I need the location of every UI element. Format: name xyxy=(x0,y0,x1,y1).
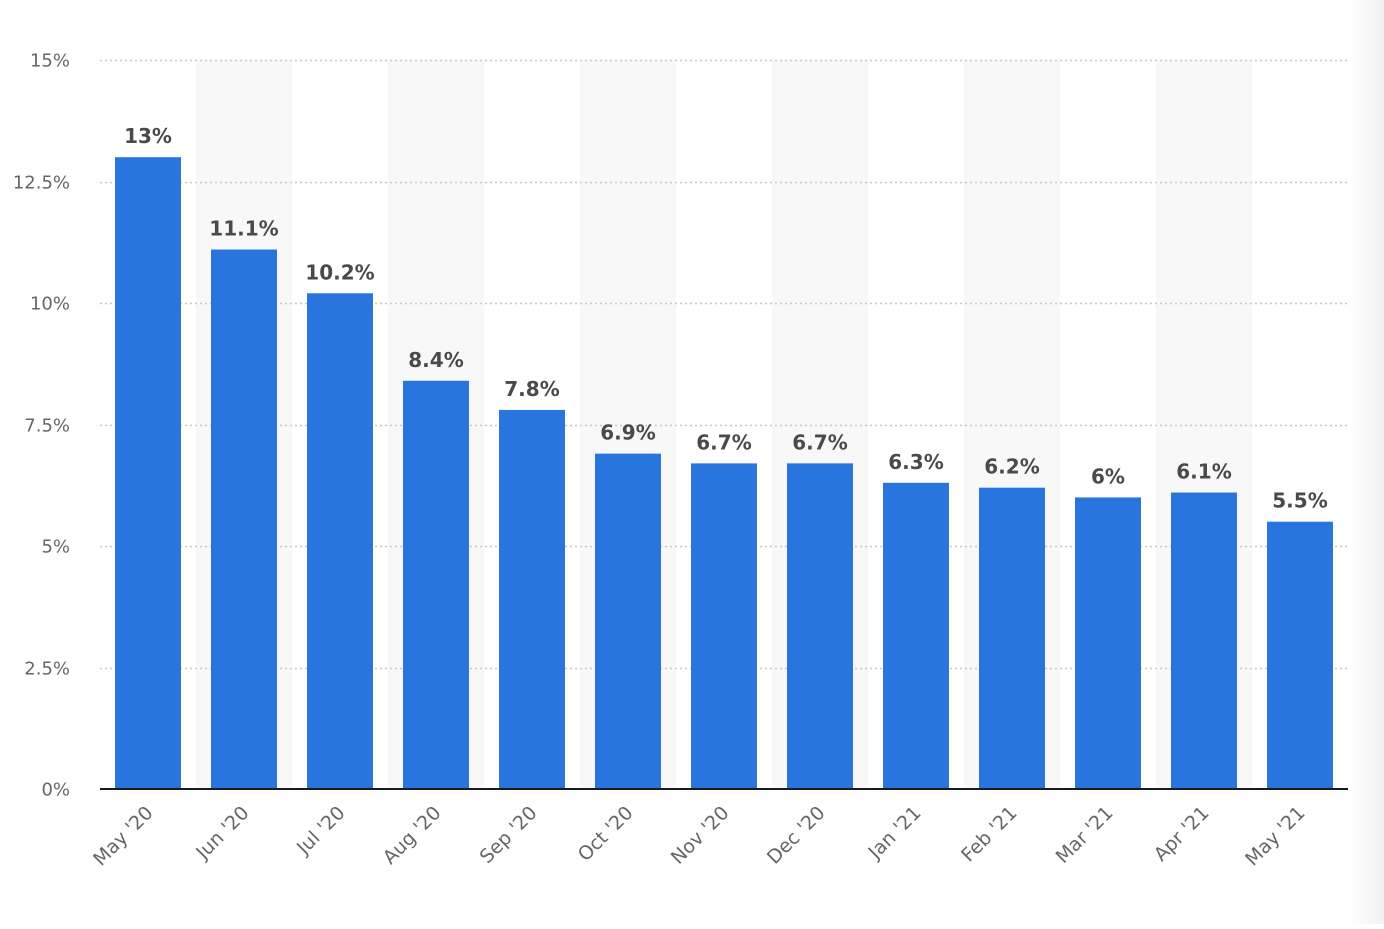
data-label: 5.5% xyxy=(1272,489,1327,513)
bar[interactable] xyxy=(1171,492,1237,789)
data-label: 13% xyxy=(124,124,172,148)
y-tick-label: 7.5% xyxy=(24,416,70,437)
bars xyxy=(115,157,1333,790)
y-tick-label: 12.5% xyxy=(13,173,70,194)
data-label: 7.8% xyxy=(504,377,559,401)
data-label: 6.7% xyxy=(696,430,751,454)
x-tick-label: Jul '20 xyxy=(292,802,350,860)
x-tick-label: Nov '20 xyxy=(667,802,734,869)
y-tick-label: 15% xyxy=(30,51,70,72)
bar[interactable] xyxy=(403,380,469,789)
x-tick-label: Sep '20 xyxy=(476,802,542,868)
data-label: 10.2% xyxy=(305,260,374,284)
bar[interactable] xyxy=(211,249,277,790)
y-tick-label: 10% xyxy=(30,294,70,315)
y-tick-label: 0% xyxy=(41,780,70,801)
bar[interactable] xyxy=(1267,521,1333,789)
bar[interactable] xyxy=(307,293,373,789)
bar[interactable] xyxy=(787,463,853,789)
bar[interactable] xyxy=(979,487,1045,789)
data-label: 6.2% xyxy=(984,455,1039,479)
x-axis-ticks: May '20 Jun '20 Jul '20 Aug '20 Sep '20 Oct '… xyxy=(89,802,1309,870)
bar[interactable] xyxy=(883,482,949,789)
bar[interactable] xyxy=(1075,497,1141,789)
bar[interactable] xyxy=(115,157,181,789)
x-tick-label: Mar '21 xyxy=(1052,802,1118,868)
data-label: 6.7% xyxy=(792,430,847,454)
data-label: 8.4% xyxy=(408,348,463,372)
data-labels: 13% 11.1% 10.2% 8.4% 7.8% 6.9% 6.7% 6.7% 6.3% 6.2… xyxy=(124,124,1328,513)
data-label: 6.9% xyxy=(600,421,655,445)
bar[interactable] xyxy=(499,409,565,789)
data-label: 6% xyxy=(1091,464,1125,488)
x-tick-label: Dec '20 xyxy=(763,802,830,869)
x-tick-label: Jan '21 xyxy=(863,802,925,864)
data-label: 6.3% xyxy=(888,450,943,474)
x-tick-label: Aug '20 xyxy=(379,802,446,869)
x-tick-label: Jun '20 xyxy=(191,802,253,864)
scroll-edge-shadow xyxy=(1350,0,1384,924)
x-tick-label: Feb '21 xyxy=(957,802,1021,866)
x-tick-label: May '21 xyxy=(1241,802,1309,870)
x-tick-label: May '20 xyxy=(89,802,157,870)
y-tick-label: 5% xyxy=(41,537,70,558)
x-tick-label: Apr '21 xyxy=(1150,802,1214,866)
bar[interactable] xyxy=(595,453,661,789)
data-label: 6.1% xyxy=(1176,460,1231,484)
y-tick-label: 2.5% xyxy=(24,659,70,680)
bar[interactable] xyxy=(691,463,757,789)
data-label: 11.1% xyxy=(209,217,278,241)
y-axis-ticks: 0% 2.5% 5% 7.5% 10% 12.5% 15% xyxy=(13,51,70,801)
x-tick-label: Oct '20 xyxy=(574,802,638,866)
